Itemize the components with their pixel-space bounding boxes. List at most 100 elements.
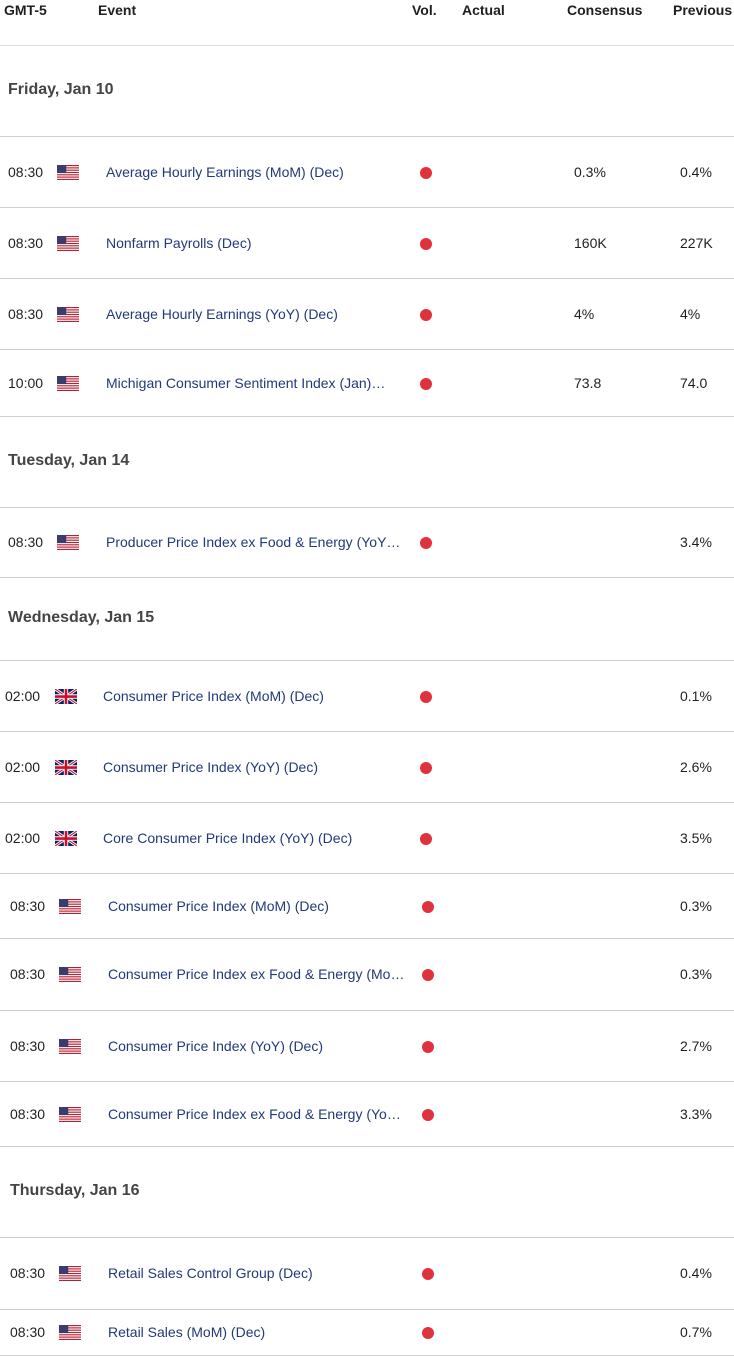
high-impact-indicator [420, 537, 432, 549]
day-title: Friday, Jan 10 [8, 80, 114, 98]
event-time: 10:00 [8, 374, 44, 391]
day-header-row: Wednesday, Jan 15 [0, 578, 734, 661]
event-row[interactable]: 08:30 Consumer Price Index ex Food & Ener… [0, 939, 734, 1011]
us-flag-icon [59, 1038, 81, 1054]
event-name-link[interactable]: Consumer Price Index (MoM) (Dec) [108, 897, 329, 914]
previous-value: 74.0 [680, 374, 708, 391]
previous-value: 0.4% [680, 1265, 712, 1281]
previous-value: 2.6% [680, 758, 712, 775]
consensus-value: 160K [574, 234, 607, 251]
event-row[interactable]: 08:30 Nonfarm Payrolls (Dec) 160K 227K [0, 208, 734, 279]
event-name-link[interactable]: Average Hourly Earnings (YoY) (Dec) [106, 305, 338, 322]
high-impact-indicator [422, 969, 434, 981]
header-actual: Actual [462, 2, 505, 18]
event-name-link[interactable]: Consumer Price Index ex Food & Energy (M… [108, 966, 405, 982]
consensus-value: 0.3% [574, 163, 606, 180]
event-name-link[interactable]: Retail Sales (MoM) (Dec) [108, 1324, 266, 1340]
day-header-row: Thursday, Jan 16 [0, 1147, 734, 1238]
high-impact-indicator [420, 832, 432, 845]
header-previous: Previous [673, 2, 733, 18]
high-impact-indicator [422, 1268, 434, 1280]
event-name-link[interactable]: Retail Sales Control Group (Dec) [108, 1265, 313, 1281]
header-event: Event [98, 2, 137, 18]
day-title: Tuesday, Jan 14 [8, 451, 130, 469]
day-header-row: Tuesday, Jan 14 [0, 417, 734, 508]
table-header: GMT-5 Event Vol. Actual Consensus Previo… [0, 0, 734, 46]
us-flag-icon [57, 235, 79, 251]
event-time: 02:00 [5, 687, 41, 704]
event-row[interactable]: 10:00 Michigan Consumer Sentiment Index (… [0, 350, 734, 417]
high-impact-indicator [422, 1327, 434, 1339]
event-name-link[interactable]: Nonfarm Payrolls (Dec) [106, 234, 252, 251]
event-name-link[interactable]: Producer Price Index ex Food & Energy (Y… [106, 534, 401, 550]
event-row[interactable]: 02:00 Consumer Price Index (YoY) (Dec) 2.6… [0, 732, 734, 803]
consensus-value: 73.8 [574, 374, 602, 391]
uk-flag-icon [54, 687, 78, 705]
event-time: 08:30 [10, 1324, 46, 1340]
high-impact-indicator [420, 166, 432, 179]
event-time: 08:30 [8, 305, 44, 322]
previous-value: 0.4% [680, 163, 712, 180]
event-row[interactable]: 08:30 Consumer Price Index (YoY) (Dec) 2.7… [0, 1011, 734, 1082]
us-flag-icon [57, 164, 79, 180]
us-flag-icon [59, 898, 81, 914]
event-row[interactable]: 08:30 Retail Sales Control Group (Dec) 0.4… [0, 1238, 734, 1310]
us-flag-icon [59, 967, 81, 982]
consensus-value: 4% [574, 305, 595, 322]
previous-value: 0.7% [680, 1324, 712, 1340]
previous-value: 3.4% [680, 534, 712, 550]
event-name-link[interactable]: Michigan Consumer Sentiment Index (Jan)… [106, 374, 386, 391]
event-time: 08:30 [8, 163, 44, 180]
previous-value: 2.7% [680, 1037, 712, 1054]
uk-flag-icon [54, 829, 78, 847]
us-flag-icon [57, 306, 79, 322]
event-name-link[interactable]: Consumer Price Index (MoM) (Dec) [103, 687, 324, 704]
previous-value: 3.3% [680, 1105, 712, 1122]
event-row[interactable]: 08:30 Average Hourly Earnings (MoM) (Dec)… [0, 137, 734, 208]
event-name-link[interactable]: Consumer Price Index ex Food & Energy (Y… [108, 1105, 401, 1122]
event-name-link[interactable]: Core Consumer Price Index (YoY) (Dec) [103, 829, 353, 846]
high-impact-indicator [420, 761, 432, 774]
previous-value: 0.1% [680, 687, 712, 704]
event-name-link[interactable]: Consumer Price Index (YoY) (Dec) [103, 758, 319, 775]
event-row[interactable]: 08:30 Producer Price Index ex Food & Ener… [0, 508, 734, 578]
day-title: Wednesday, Jan 15 [8, 608, 155, 626]
high-impact-indicator [420, 237, 432, 250]
high-impact-indicator [420, 308, 432, 321]
event-name-link[interactable]: Consumer Price Index (YoY) (Dec) [108, 1037, 324, 1054]
header-vol: Vol. [412, 2, 437, 18]
us-flag-icon [59, 1106, 81, 1122]
event-time: 08:30 [10, 897, 46, 914]
event-time: 08:30 [10, 1105, 46, 1122]
previous-value: 0.3% [680, 966, 712, 982]
day-header-row: Friday, Jan 10 [0, 46, 734, 137]
high-impact-indicator [422, 1040, 434, 1053]
event-row[interactable]: 08:30 Retail Sales (MoM) (Dec) 0.7% [0, 1310, 734, 1356]
uk-flag-icon [54, 758, 78, 776]
previous-value: 4% [680, 305, 701, 322]
us-flag-icon [57, 535, 79, 550]
day-title: Thursday, Jan 16 [10, 1181, 140, 1199]
previous-value: 0.3% [680, 897, 712, 914]
event-time: 08:30 [10, 966, 46, 982]
high-impact-indicator [422, 900, 434, 913]
high-impact-indicator [422, 1108, 434, 1121]
header-timezone[interactable]: GMT-5 [4, 2, 47, 18]
us-flag-icon [59, 1266, 81, 1281]
event-row[interactable]: 08:30 Consumer Price Index ex Food & Ener… [0, 1082, 734, 1147]
event-row[interactable]: 02:00 Consumer Price Index (MoM) (Dec) 0.1… [0, 661, 734, 732]
header-consensus: Consensus [567, 2, 643, 18]
high-impact-indicator [420, 377, 432, 390]
high-impact-indicator [420, 690, 432, 703]
event-row[interactable]: 02:00 Core Consumer Price Index (YoY) (De… [0, 803, 734, 874]
event-time: 08:30 [10, 1265, 46, 1281]
event-name-link[interactable]: Average Hourly Earnings (MoM) (Dec) [106, 163, 344, 180]
event-time: 08:30 [8, 234, 44, 251]
event-row[interactable]: 08:30 Consumer Price Index (MoM) (Dec) 0.3… [0, 874, 734, 939]
us-flag-icon [57, 375, 79, 391]
previous-value: 3.5% [680, 829, 712, 846]
event-time: 02:00 [5, 829, 41, 846]
event-time: 08:30 [10, 1037, 46, 1054]
event-row[interactable]: 08:30 Average Hourly Earnings (YoY) (Dec)… [0, 279, 734, 350]
